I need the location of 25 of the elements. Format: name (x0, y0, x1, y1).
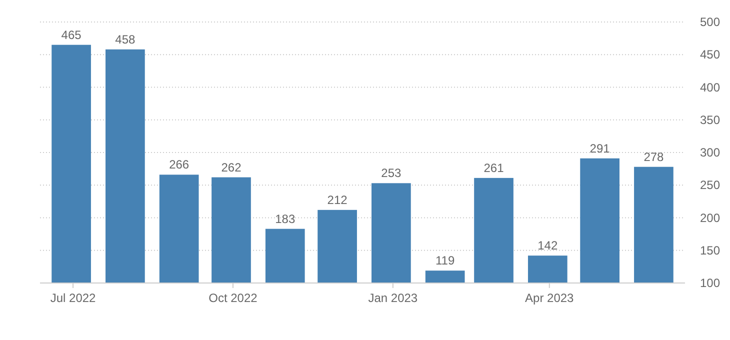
y-tick-label: 150 (700, 243, 720, 258)
y-tick-label: 250 (700, 178, 720, 192)
y-tick-label: 300 (700, 146, 720, 160)
y-tick-label: 100 (700, 276, 720, 290)
y-tick-label: 350 (700, 112, 720, 127)
data-label: 183 (275, 212, 296, 226)
x-tick-label: Apr 2023 (525, 291, 574, 305)
data-label: 119 (436, 254, 455, 268)
data-label: 253 (381, 166, 402, 180)
data-label: 212 (327, 192, 348, 207)
data-label: 262 (221, 160, 242, 174)
y-tick-label: 200 (700, 210, 720, 225)
data-label: 465 (61, 28, 82, 42)
data-label: 266 (169, 158, 190, 172)
x-tick-label: Oct 2022 (208, 291, 258, 305)
data-label: 458 (115, 32, 136, 46)
data-label: 261 (484, 160, 504, 175)
data-label: 291 (590, 141, 610, 156)
y-tick-label: 400 (700, 80, 720, 94)
data-label: 278 (644, 150, 664, 164)
data-label: 142 (538, 238, 558, 253)
x-tick-label: Jan 2023 (368, 291, 418, 305)
x-tick-label: Jul 2022 (50, 291, 96, 305)
y-tick-label: 450 (700, 48, 720, 62)
y-tick-label: 500 (700, 15, 720, 29)
